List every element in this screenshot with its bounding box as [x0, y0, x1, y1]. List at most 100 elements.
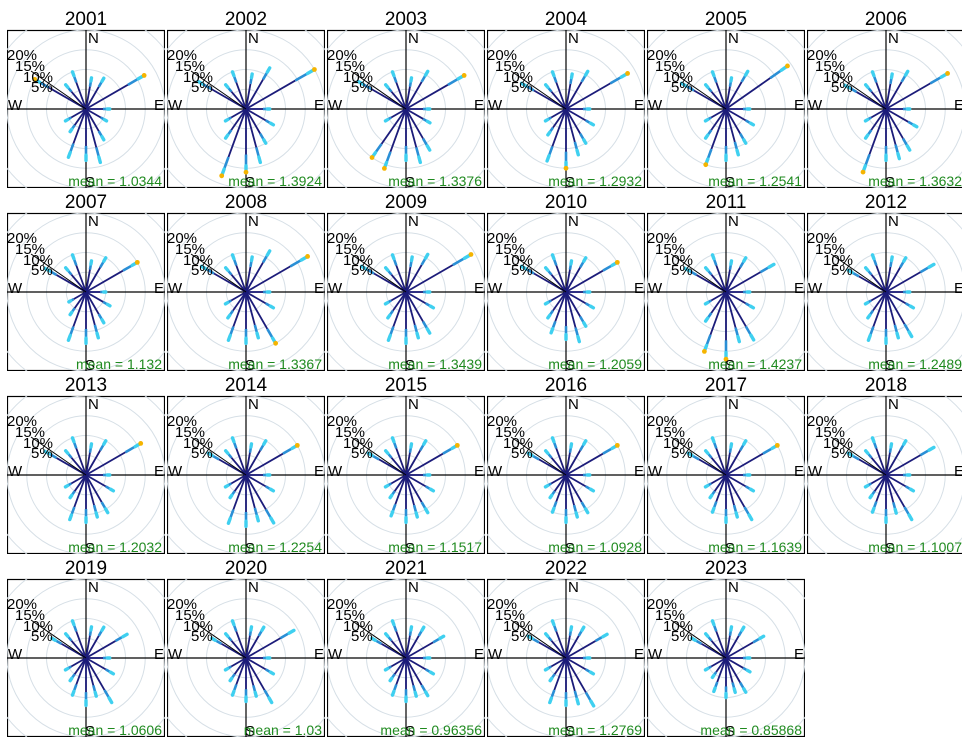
compass-label-s: S — [565, 723, 575, 737]
petal — [885, 256, 908, 293]
radial-label-leader — [30, 70, 87, 110]
radial-tick-label: 20% — [487, 230, 517, 247]
petal — [703, 266, 727, 293]
petal — [725, 69, 750, 110]
petal — [863, 474, 887, 489]
compass-label-w: W — [328, 97, 343, 114]
petal — [725, 63, 790, 110]
petal — [388, 474, 407, 500]
petal — [565, 657, 596, 708]
radial-tick-label: 15% — [335, 424, 365, 441]
compass-label-w: W — [8, 280, 23, 297]
petal — [725, 76, 734, 110]
compass-label-w: W — [8, 646, 23, 663]
petal — [70, 253, 87, 293]
radial-tick-label: 15% — [495, 58, 525, 75]
compass-label-s: S — [245, 357, 255, 371]
mean-label: mean = 1.132 — [76, 356, 162, 371]
petal — [710, 619, 727, 659]
panel-title: 2008 — [225, 192, 267, 213]
petal — [405, 73, 467, 110]
petal — [63, 657, 87, 672]
compass-label-e: E — [794, 463, 804, 480]
petal — [85, 474, 110, 515]
petal — [405, 69, 430, 110]
radial-tick-label: 15% — [815, 241, 845, 258]
petal — [223, 657, 247, 672]
panel-title: 2001 — [65, 9, 107, 30]
compass-label-n: N — [88, 213, 99, 230]
petal — [549, 291, 567, 335]
petal — [226, 474, 247, 525]
compass-label-w: W — [168, 646, 183, 663]
petal — [546, 108, 567, 137]
petal — [245, 291, 260, 340]
mean-label: mean = 1.2932 — [548, 173, 642, 188]
petal — [223, 449, 247, 476]
compass-label-s: S — [405, 174, 415, 188]
compass-label-s: S — [725, 174, 735, 188]
petal — [565, 291, 596, 310]
panel-title: 2007 — [65, 192, 107, 213]
petal — [245, 249, 272, 293]
petal — [223, 266, 247, 293]
compass-label-e: E — [474, 280, 484, 297]
mean-label: mean = 1.0606 — [68, 722, 162, 737]
radial-tick-label: 5% — [511, 445, 533, 462]
petal — [543, 108, 567, 123]
petal — [245, 657, 276, 676]
petal — [565, 625, 574, 659]
compass-label-n: N — [408, 396, 419, 413]
radial-tick-label: 20% — [7, 413, 37, 430]
petal — [543, 632, 567, 659]
radial-tick-label: 20% — [167, 230, 197, 247]
radial-tick-label: 10% — [183, 69, 213, 86]
petal — [725, 256, 748, 293]
petal — [381, 108, 407, 171]
petal — [725, 439, 748, 476]
petal — [245, 442, 254, 476]
radial-label-leader — [350, 70, 407, 110]
petal — [885, 71, 950, 110]
petal — [543, 657, 567, 672]
radial-tick-label: 10% — [23, 252, 53, 269]
compass-label-n: N — [248, 579, 259, 596]
petal — [386, 291, 407, 342]
petal — [725, 291, 756, 342]
petal — [565, 632, 609, 659]
petal — [245, 625, 254, 659]
radial-tick-label: 15% — [175, 241, 205, 258]
mean-label: mean = 1.03 — [244, 722, 322, 737]
compass-label-e: E — [794, 646, 804, 663]
petal — [565, 259, 620, 293]
compass-label-e: E — [154, 463, 164, 480]
petal — [223, 108, 247, 140]
radial-tick-label: 20% — [487, 596, 517, 613]
petal — [230, 657, 247, 697]
mean-label: mean = 1.0928 — [548, 539, 642, 554]
compass-label-s: S — [245, 723, 255, 737]
radial-label-leader — [30, 253, 87, 293]
petal — [245, 474, 276, 493]
petal — [725, 474, 756, 493]
mean-label: mean = 1.1639 — [708, 539, 802, 554]
mean-label: mean = 1.1007 — [868, 539, 962, 554]
petal — [390, 619, 407, 659]
compass-label-s: S — [405, 357, 415, 371]
radial-tick-label: 10% — [503, 252, 533, 269]
petal — [383, 632, 407, 659]
compass-label-w: W — [168, 280, 183, 297]
petal — [390, 657, 407, 697]
radial-tick-label: 20% — [647, 230, 677, 247]
radial-tick-label: 5% — [191, 262, 213, 279]
mean-label: mean = 1.3367 — [228, 356, 322, 371]
petal — [565, 474, 590, 515]
radial-label-leader — [510, 253, 567, 293]
petal — [230, 253, 247, 293]
grid-circle — [807, 213, 962, 371]
petal — [66, 291, 87, 342]
petal — [703, 657, 727, 672]
